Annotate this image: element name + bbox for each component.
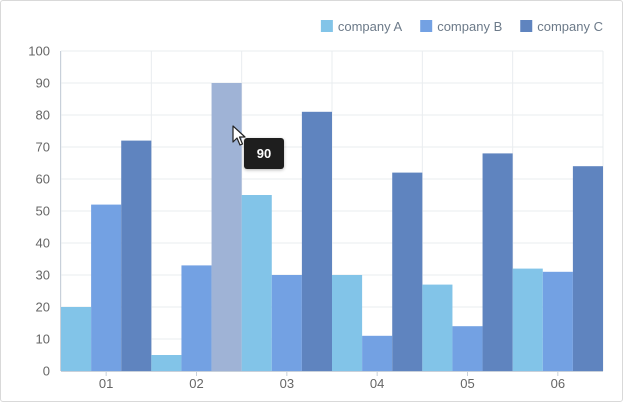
y-tick-label: 60 bbox=[36, 172, 50, 187]
bar[interactable] bbox=[241, 195, 272, 371]
legend-item[interactable]: company A bbox=[320, 19, 403, 34]
y-tick-label: 30 bbox=[36, 268, 50, 283]
y-tick-label: 0 bbox=[43, 364, 50, 379]
legend-swatch bbox=[520, 20, 533, 32]
legend-item[interactable]: company C bbox=[520, 19, 603, 34]
bar[interactable] bbox=[392, 172, 423, 371]
bar[interactable] bbox=[422, 284, 453, 371]
bar[interactable] bbox=[301, 111, 332, 372]
bar[interactable] bbox=[121, 140, 152, 371]
bar[interactable] bbox=[482, 153, 513, 371]
bar[interactable] bbox=[512, 268, 543, 371]
bar[interactable] bbox=[542, 271, 573, 371]
bar[interactable] bbox=[271, 275, 302, 371]
bar[interactable] bbox=[452, 326, 483, 371]
legend-label: company A bbox=[338, 19, 403, 34]
y-tick-label: 70 bbox=[36, 140, 50, 155]
legend-swatch bbox=[420, 20, 433, 32]
bar[interactable] bbox=[151, 355, 182, 371]
legend-label: company B bbox=[437, 19, 502, 34]
x-tick-label: 05 bbox=[460, 376, 474, 391]
bar[interactable] bbox=[181, 265, 212, 371]
y-tick-label: 10 bbox=[36, 332, 50, 347]
y-tick-label: 100 bbox=[28, 44, 50, 59]
y-tick-label: 90 bbox=[36, 76, 50, 91]
y-tick-label: 80 bbox=[36, 108, 50, 123]
x-axis: 01 02 03 04 05 06 bbox=[99, 371, 565, 391]
mouse-pointer-icon bbox=[232, 125, 246, 146]
x-tick-label: 01 bbox=[99, 376, 113, 391]
legend-item[interactable]: company B bbox=[420, 19, 502, 34]
bar[interactable] bbox=[332, 275, 363, 371]
y-axis: 0 10 20 30 40 50 60 70 80 90 100 bbox=[28, 44, 50, 379]
legend: company A company B company C bbox=[320, 19, 603, 34]
tooltip: 90 bbox=[244, 138, 284, 169]
tooltip-value: 90 bbox=[256, 146, 272, 161]
legend-label: company C bbox=[537, 19, 603, 34]
bar[interactable] bbox=[61, 307, 92, 371]
legend-swatch bbox=[320, 20, 333, 32]
x-tick-label: 03 bbox=[280, 376, 294, 391]
bar[interactable] bbox=[91, 204, 122, 371]
x-tick-label: 06 bbox=[551, 376, 565, 391]
x-tick-label: 02 bbox=[189, 376, 203, 391]
bar[interactable] bbox=[362, 335, 393, 371]
y-tick-label: 20 bbox=[36, 300, 50, 315]
y-tick-label: 40 bbox=[36, 236, 50, 251]
bars bbox=[60, 51, 603, 372]
bar[interactable] bbox=[572, 166, 603, 371]
y-tick-label: 50 bbox=[36, 204, 50, 219]
x-tick-label: 04 bbox=[370, 376, 384, 391]
